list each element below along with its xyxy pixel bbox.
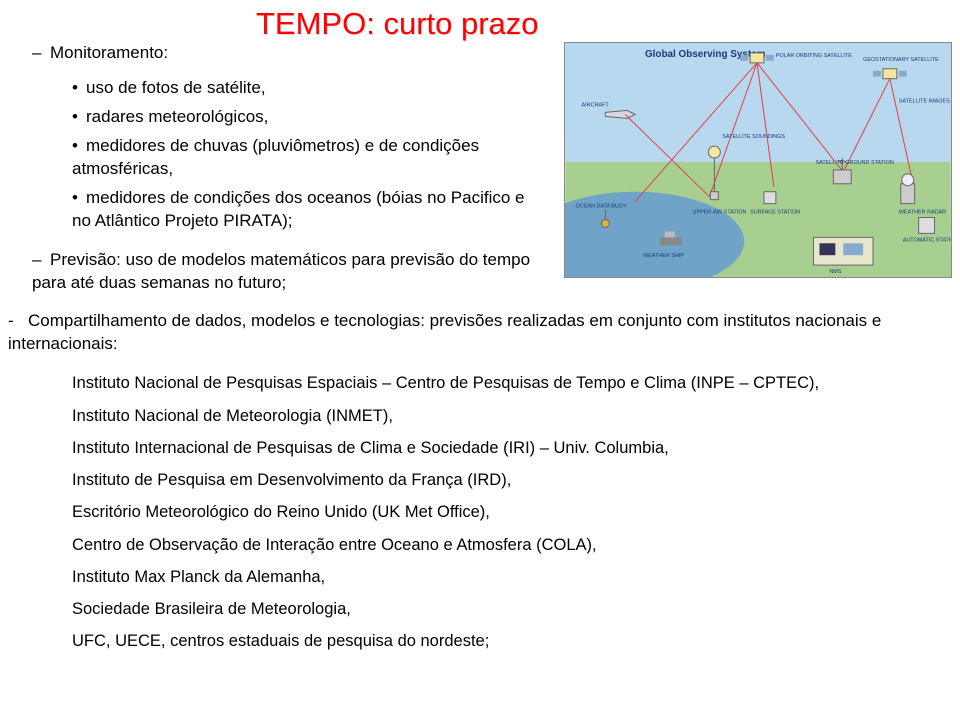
institute-item: Instituto Max Planck da Alemanha, bbox=[72, 566, 960, 588]
bullet-item: •medidores de chuvas (pluviômetros) e de… bbox=[72, 135, 542, 181]
svg-text:GEOSTATIONARY SATELLITE: GEOSTATIONARY SATELLITE bbox=[863, 57, 939, 63]
section-label: Previsão: bbox=[50, 250, 121, 269]
aircraft-icon bbox=[605, 110, 635, 118]
section-monitor: –Monitoramento: bbox=[32, 42, 572, 65]
svg-text:SURFACE STATION: SURFACE STATION bbox=[750, 210, 800, 216]
svg-text:WEATHER RADAR: WEATHER RADAR bbox=[899, 210, 946, 216]
svg-text:SATELLITE GROUND STATION: SATELLITE GROUND STATION bbox=[816, 160, 894, 166]
svg-text:SATELLITE IMAGES: SATELLITE IMAGES bbox=[899, 98, 950, 104]
section-compart: -Compartilhamento de dados, modelos e te… bbox=[8, 310, 948, 356]
diagram-svg: Global Observing System bbox=[565, 43, 951, 277]
svg-text:POLAR ORBITING SATELLITE: POLAR ORBITING SATELLITE bbox=[776, 53, 852, 59]
bullet-text: medidores de chuvas (pluviômetros) e de … bbox=[72, 136, 479, 178]
bullet-item: •radares meteorológicos, bbox=[72, 106, 542, 129]
dash-icon: – bbox=[32, 249, 50, 272]
bullet-icon: • bbox=[72, 135, 86, 158]
institute-item: Instituto de Pesquisa em Desenvolvimento… bbox=[72, 469, 960, 491]
svg-text:OCEAN DATA BUOY: OCEAN DATA BUOY bbox=[576, 204, 628, 210]
svg-text:AUTOMATIC STATION: AUTOMATIC STATION bbox=[903, 237, 951, 243]
bullet-icon: • bbox=[72, 187, 86, 210]
bullet-text: medidores de condições dos oceanos (bóia… bbox=[72, 188, 525, 230]
dash-icon: – bbox=[32, 42, 50, 65]
nms-icon bbox=[814, 237, 873, 265]
dash-icon: - bbox=[8, 310, 28, 333]
section-previsao: –Previsão: uso de modelos matemáticos pa… bbox=[32, 249, 552, 295]
surface-station-icon bbox=[764, 192, 776, 204]
slide-title: TEMPO: curto prazo bbox=[256, 6, 539, 42]
institute-item: Instituto Internacional de Pesquisas de … bbox=[72, 437, 960, 459]
bullet-icon: • bbox=[72, 77, 86, 100]
section-label: Monitoramento: bbox=[50, 43, 168, 62]
bullet-item: •uso de fotos de satélite, bbox=[72, 77, 542, 100]
bullet-icon: • bbox=[72, 106, 86, 129]
svg-text:AIRCRAFT: AIRCRAFT bbox=[582, 102, 610, 108]
institute-item: Escritório Meteorológico do Reino Unido … bbox=[72, 501, 960, 523]
section-label: Compartilhamento bbox=[28, 311, 167, 330]
svg-text:SATELLITE SOUNDINGS: SATELLITE SOUNDINGS bbox=[722, 134, 785, 140]
institute-item: Centro de Observação de Interação entre … bbox=[72, 534, 960, 556]
institute-item: Sociedade Brasileira de Meteorologia, bbox=[72, 598, 960, 620]
svg-text:WEATHER SHIP: WEATHER SHIP bbox=[643, 253, 684, 259]
institute-item: Instituto Nacional de Pesquisas Espaciai… bbox=[72, 372, 960, 394]
bullet-text: uso de fotos de satélite, bbox=[86, 78, 266, 97]
automatic-station-icon bbox=[919, 218, 935, 234]
institute-item: Instituto Nacional de Meteorologia (INME… bbox=[72, 405, 960, 427]
bullet-text: radares meteorológicos, bbox=[86, 107, 268, 126]
bullet-item: •medidores de condições dos oceanos (bói… bbox=[72, 187, 542, 233]
observing-system-diagram: Global Observing System bbox=[564, 42, 952, 278]
svg-text:UPPER-AIR STATION: UPPER-AIR STATION bbox=[693, 210, 747, 216]
institute-item: UFC, UECE, centros estaduais de pesquisa… bbox=[72, 630, 960, 652]
svg-text:NMS: NMS bbox=[829, 269, 841, 275]
weather-radar-icon bbox=[901, 174, 915, 204]
